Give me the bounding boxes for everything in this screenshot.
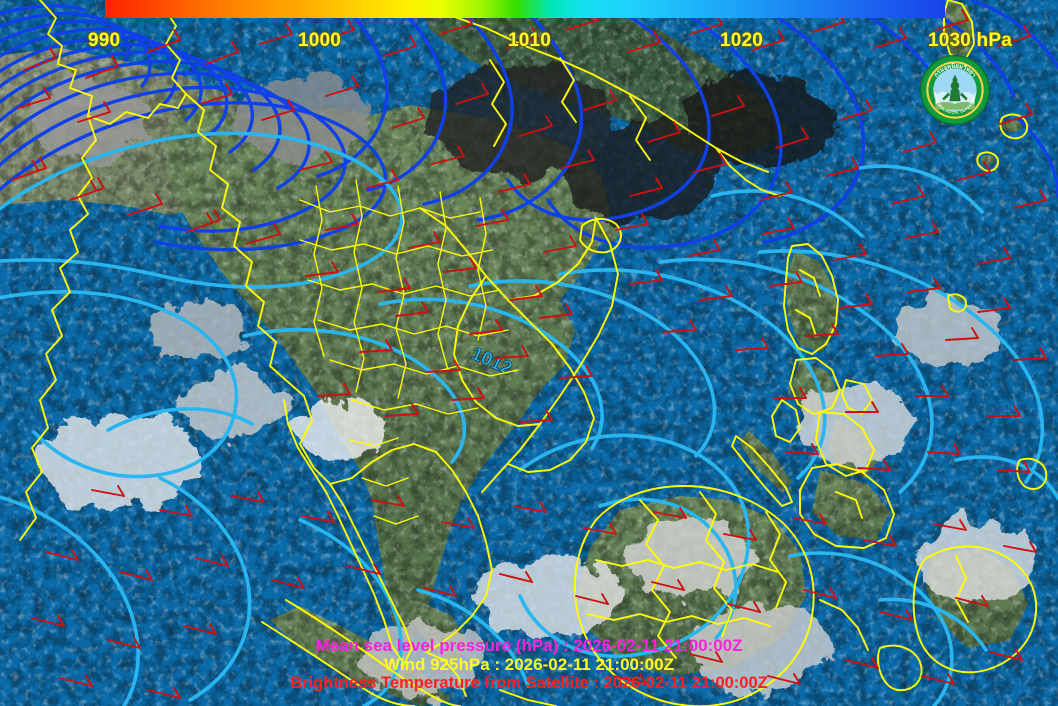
caption-mean-sea-level-pressure: Mean sea level pressure (hPa) : 2026-02-… [315,636,743,655]
pressure-label-1030-hpa: 1030 hPa [928,30,1012,51]
pressure-label-1020: 1020 [720,30,764,51]
pressure-label-1000: 1000 [298,30,342,51]
caption-wind-925hpa: Wind 925hPa : 2026-02-11 21:00:00Z [384,655,674,674]
pressure-label-990: 990 [88,30,121,51]
brightness-temperature-colorbar [105,0,945,18]
thai-meteorological-department-logo: กรมอุตุนิยมวิทยา METEOROLOGICAL DEPARTME… [920,55,990,125]
pressure-label-1010: 1010 [508,30,552,51]
caption-brightness-temperature: Brightness Temperature from Satellite : … [290,674,768,692]
